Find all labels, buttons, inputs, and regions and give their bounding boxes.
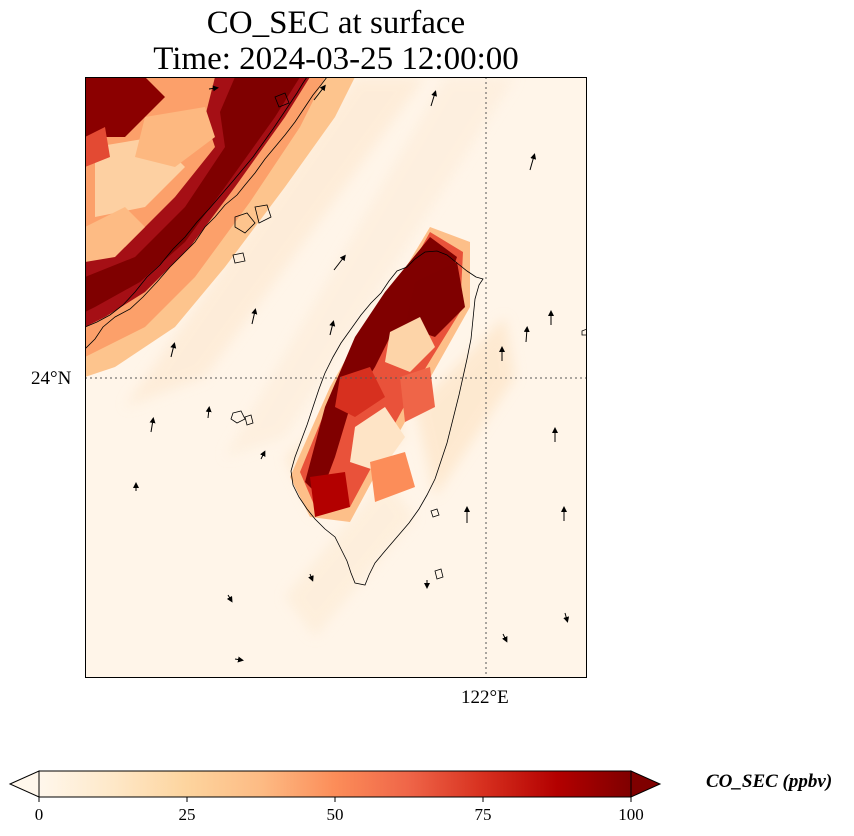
- lat-tick-label: 24°N: [31, 368, 72, 389]
- cbar-tick-label: 50: [326, 805, 344, 824]
- colorbar-label: CO_SEC (ppbv): [706, 771, 833, 792]
- colorbar-extend-low: [8, 770, 40, 798]
- taiwan-plume: [290, 227, 470, 522]
- cbar-tick-label: 0: [34, 805, 44, 824]
- taiwan-coastline: [290, 250, 484, 586]
- map-frame: [85, 77, 587, 678]
- coastlines: [85, 77, 587, 586]
- cbar-tick-label: 75: [474, 805, 492, 824]
- colorbar-extend-high: [630, 770, 662, 798]
- plot-title-time: Time: 2024-03-25 12:00:00: [153, 41, 519, 77]
- map-panel: [85, 77, 587, 678]
- cbar-tick-label: 100: [618, 805, 644, 824]
- wind-vectors: [133, 84, 570, 663]
- colorbar: [8, 770, 662, 802]
- plot-title-variable: CO_SEC at surface: [206, 5, 466, 41]
- cbar-tick-label: 25: [178, 805, 196, 824]
- mainland-plume: [85, 77, 355, 377]
- colorbar-gradient: [38, 770, 632, 798]
- lon-tick-label: 122°E: [461, 687, 509, 708]
